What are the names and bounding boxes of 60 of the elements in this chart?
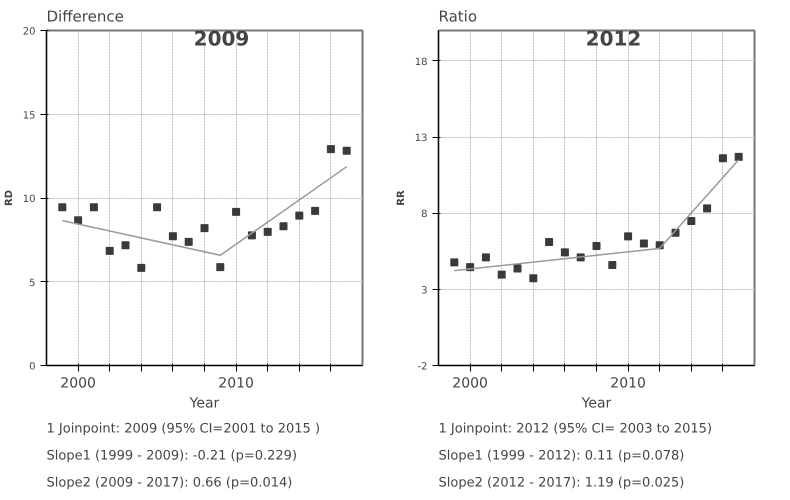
x-axis-title: Year [580,396,612,412]
y-axis-title: RD [4,190,15,206]
y-tick-label: 10 [22,194,36,205]
text: Slope2 (2009 - 2017): 0.66 (p=0.014) [46,476,292,490]
text: Slope2 (2012 - 2017): 1.19 (p=0.025) [438,476,684,490]
x-tick-label: 2010 [218,376,254,392]
point [687,216,696,225]
point [122,241,130,250]
chart-title: Difference [46,8,124,26]
x-tick-label: 2010 [610,376,646,392]
point [734,152,743,161]
point [592,242,600,250]
point [90,203,98,212]
point [529,274,538,282]
annotation: 2009 [194,26,250,50]
point [137,264,146,272]
point [311,206,320,215]
y-tick-label: 15 [22,110,36,122]
x-tick-label: 2000 [60,376,96,392]
y-tick-label: 3 [421,285,428,296]
point [264,228,272,236]
point [168,232,177,240]
y-tick-label: 0 [29,362,36,372]
chart-title: Ratio [438,8,478,26]
text: Slope1 (1999 - 2012): 0.11 (p=0.078) [438,448,684,464]
point [216,263,224,272]
x-axis-title: Year [188,396,220,412]
point [106,246,114,255]
y-tick-label: 5 [29,278,36,289]
point [326,145,335,154]
point [184,238,193,246]
point [560,248,569,256]
annotation: 2012 [586,26,642,50]
point [640,240,648,248]
y-axis-title: RR [396,190,407,206]
point [545,238,554,246]
y-tick-label: 8 [421,209,428,220]
x-tick-label: 2000 [452,376,488,392]
point [718,154,727,162]
point [232,208,240,216]
text: 1 Joinpoint: 2009 (95% CI=2001 to 2015 ) [46,422,320,436]
point [295,212,304,220]
point [280,222,288,230]
point [498,270,506,279]
point [153,203,162,212]
y-tick-label: 18 [414,56,428,68]
text: 1 Joinpoint: 2012 (95% CI= 2003 to 2015) [438,422,712,436]
y-tick-label: 13 [414,133,428,144]
y-tick-label: 20 [22,26,36,38]
point [514,264,522,272]
point [450,258,458,266]
point [703,204,712,212]
y-tick-label: -2 [418,362,428,372]
point [342,146,351,155]
point [624,232,632,240]
point [200,224,208,232]
point [482,253,490,262]
text: Slope1 (1999 - 2009): -0.21 (p=0.229) [46,448,298,464]
point [58,203,66,212]
point [608,261,616,269]
